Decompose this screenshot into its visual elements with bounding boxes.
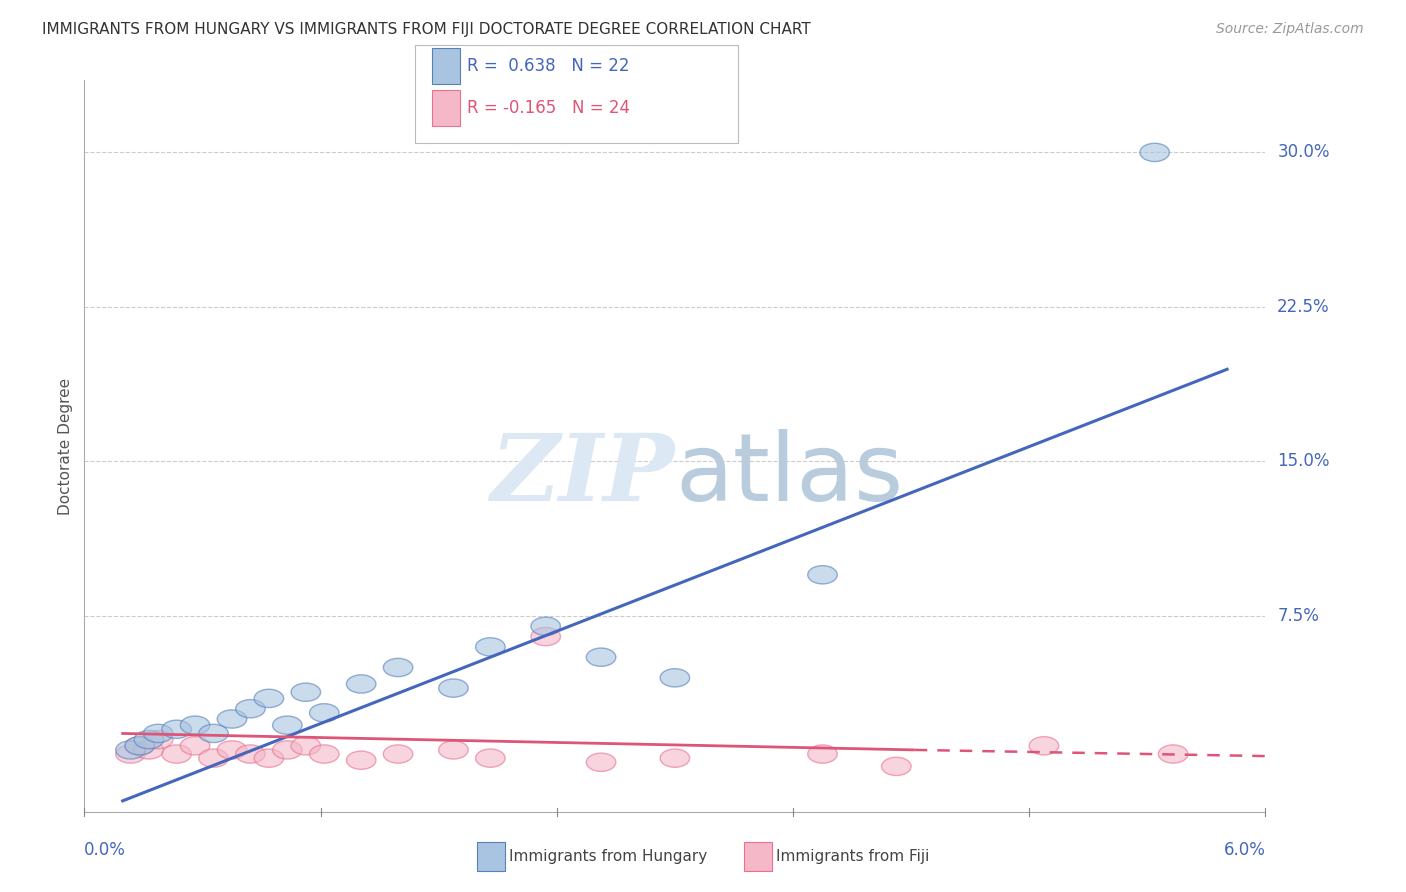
Ellipse shape xyxy=(1159,745,1188,764)
Text: 30.0%: 30.0% xyxy=(1277,144,1330,161)
Ellipse shape xyxy=(115,745,145,764)
Ellipse shape xyxy=(346,675,375,693)
Text: Immigrants from Fiji: Immigrants from Fiji xyxy=(776,849,929,863)
Ellipse shape xyxy=(291,737,321,755)
Text: 7.5%: 7.5% xyxy=(1277,607,1319,625)
Ellipse shape xyxy=(180,737,209,755)
Ellipse shape xyxy=(807,566,838,584)
Y-axis label: Doctorate Degree: Doctorate Degree xyxy=(58,377,73,515)
Ellipse shape xyxy=(162,720,191,739)
Ellipse shape xyxy=(180,716,209,734)
Ellipse shape xyxy=(134,740,163,759)
Text: R = -0.165   N = 24: R = -0.165 N = 24 xyxy=(467,99,630,117)
Ellipse shape xyxy=(439,740,468,759)
Ellipse shape xyxy=(1140,144,1170,161)
Ellipse shape xyxy=(346,751,375,770)
Ellipse shape xyxy=(273,716,302,734)
Ellipse shape xyxy=(309,704,339,722)
Ellipse shape xyxy=(384,658,413,677)
Ellipse shape xyxy=(807,745,838,764)
Text: Immigrants from Hungary: Immigrants from Hungary xyxy=(509,849,707,863)
Text: ZIP: ZIP xyxy=(491,430,675,520)
Ellipse shape xyxy=(125,737,155,755)
Ellipse shape xyxy=(661,749,690,767)
Ellipse shape xyxy=(143,731,173,748)
Ellipse shape xyxy=(162,745,191,764)
Ellipse shape xyxy=(475,749,505,767)
Ellipse shape xyxy=(439,679,468,698)
Ellipse shape xyxy=(143,724,173,742)
Ellipse shape xyxy=(198,749,228,767)
Ellipse shape xyxy=(1029,737,1059,755)
Ellipse shape xyxy=(309,745,339,764)
Text: atlas: atlas xyxy=(675,429,903,521)
Ellipse shape xyxy=(115,740,145,759)
Text: 15.0%: 15.0% xyxy=(1277,452,1330,470)
Ellipse shape xyxy=(586,648,616,666)
Ellipse shape xyxy=(273,740,302,759)
Ellipse shape xyxy=(236,745,266,764)
Ellipse shape xyxy=(661,669,690,687)
Ellipse shape xyxy=(125,737,155,755)
Ellipse shape xyxy=(475,638,505,656)
Ellipse shape xyxy=(384,745,413,764)
Ellipse shape xyxy=(254,690,284,707)
Ellipse shape xyxy=(531,627,561,646)
Text: R =  0.638   N = 22: R = 0.638 N = 22 xyxy=(467,57,630,75)
Ellipse shape xyxy=(291,683,321,701)
Text: Source: ZipAtlas.com: Source: ZipAtlas.com xyxy=(1216,22,1364,37)
Ellipse shape xyxy=(882,757,911,775)
Text: 0.0%: 0.0% xyxy=(84,841,127,859)
Ellipse shape xyxy=(198,724,228,742)
Ellipse shape xyxy=(586,753,616,772)
Ellipse shape xyxy=(254,749,284,767)
Text: IMMIGRANTS FROM HUNGARY VS IMMIGRANTS FROM FIJI DOCTORATE DEGREE CORRELATION CHA: IMMIGRANTS FROM HUNGARY VS IMMIGRANTS FR… xyxy=(42,22,811,37)
Ellipse shape xyxy=(217,740,247,759)
Ellipse shape xyxy=(236,699,266,718)
Ellipse shape xyxy=(217,710,247,728)
Ellipse shape xyxy=(531,617,561,635)
Ellipse shape xyxy=(134,731,163,748)
Text: 22.5%: 22.5% xyxy=(1277,298,1330,316)
Text: 6.0%: 6.0% xyxy=(1223,841,1265,859)
